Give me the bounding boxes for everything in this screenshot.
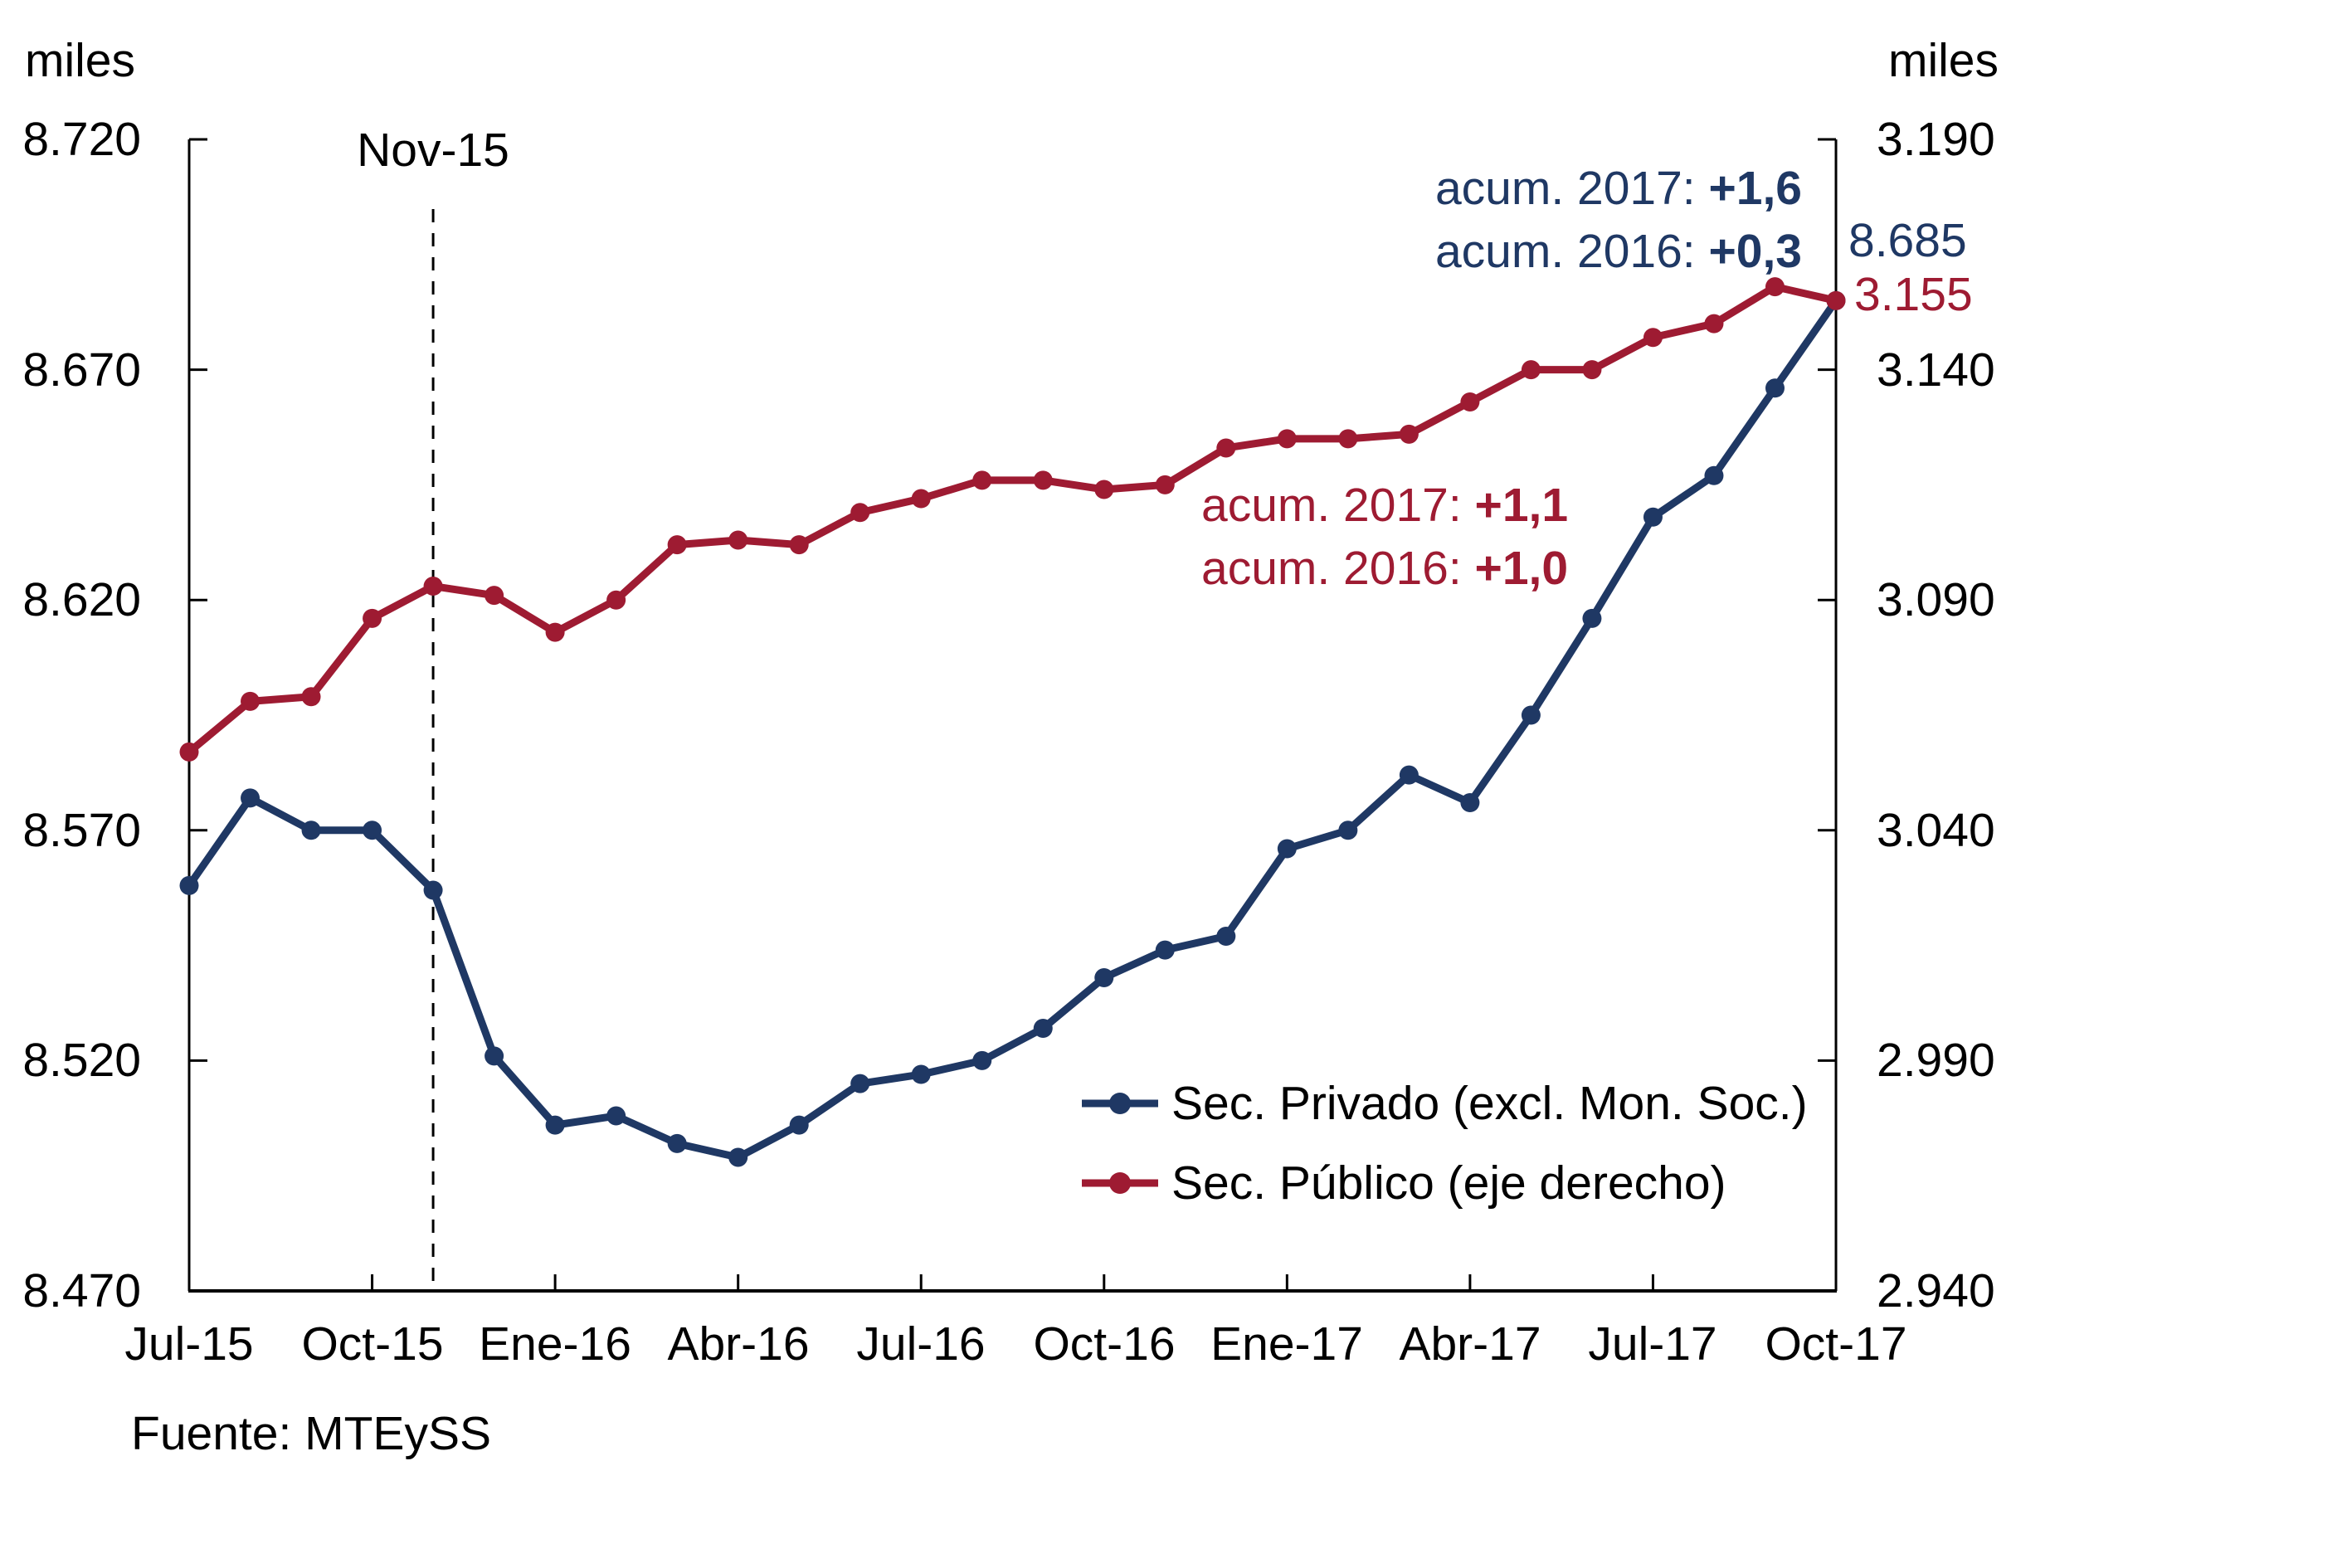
right-axis-tick-label: 3.090 xyxy=(1877,573,1995,626)
data-point-0 xyxy=(1155,940,1175,960)
x-axis-tick-label: Ene-16 xyxy=(479,1317,631,1371)
x-axis-tick-label: Oct-15 xyxy=(301,1317,444,1371)
left-axis-tick-label: 8.620 xyxy=(22,573,141,626)
data-point-0 xyxy=(1094,967,1114,987)
data-point-0 xyxy=(1033,1019,1053,1039)
right-axis-tick-label: 2.940 xyxy=(1877,1264,1995,1317)
data-point-0 xyxy=(1460,792,1480,812)
data-point-0 xyxy=(789,1115,809,1135)
data-point-0 xyxy=(728,1147,748,1167)
data-point-1 xyxy=(1155,475,1175,494)
source-note: Fuente: MTEySS xyxy=(131,1407,491,1460)
data-point-1 xyxy=(911,489,931,509)
data-point-0 xyxy=(911,1064,931,1084)
data-point-0 xyxy=(1277,839,1297,859)
data-point-0 xyxy=(1582,608,1602,628)
data-point-0 xyxy=(179,875,199,895)
right-axis-tick-label: 2.990 xyxy=(1877,1034,1995,1087)
x-axis-tick-label: Jul-16 xyxy=(856,1317,986,1371)
legend-label-privado: Sec. Privado (excl. Mon. Soc.) xyxy=(1171,1077,1808,1130)
x-axis-tick-label: Oct-16 xyxy=(1033,1317,1176,1371)
reference-line-label: Nov-15 xyxy=(357,124,509,177)
data-point-0 xyxy=(1338,821,1358,840)
annotation-publico: acum. 2017: +1,1 acum. 2016: +1,0 xyxy=(1201,474,1568,600)
data-point-1 xyxy=(1399,424,1419,444)
annotation-privado: acum. 2017: +1,6 acum. 2016: +0,3 xyxy=(1435,157,1802,283)
data-point-1 xyxy=(1277,429,1297,449)
left-axis-tick-label: 8.470 xyxy=(22,1264,141,1317)
series-line-0 xyxy=(185,296,1840,1161)
data-point-1 xyxy=(667,535,687,555)
data-point-0 xyxy=(301,821,321,840)
data-point-0 xyxy=(363,821,382,840)
data-point-1 xyxy=(1582,360,1602,380)
data-point-1 xyxy=(972,470,992,490)
series-line-1 xyxy=(185,283,1840,756)
data-point-1 xyxy=(789,535,809,555)
privado-legend-marker-icon xyxy=(1082,1093,1158,1114)
annotation-privado-line1: acum. 2017: +1,6 xyxy=(1434,162,1802,215)
right-axis-tick-label: 3.040 xyxy=(1877,804,1995,857)
data-point-1 xyxy=(1216,438,1236,458)
right-axis-unit: miles xyxy=(1888,34,1999,87)
data-point-0 xyxy=(606,1106,626,1126)
right-axis-tick-label: 3.190 xyxy=(1877,113,1995,166)
data-point-1 xyxy=(1521,360,1541,380)
data-point-1 xyxy=(179,742,199,762)
annotation-privado-line2: acum. 2016: +0,3 xyxy=(1434,225,1802,278)
data-point-0 xyxy=(1399,765,1419,785)
data-point-0 xyxy=(1643,507,1663,527)
data-point-1 xyxy=(1826,290,1846,310)
x-axis-tick-label: Abr-16 xyxy=(667,1317,810,1371)
data-point-1 xyxy=(1460,392,1480,411)
data-point-1 xyxy=(485,586,504,606)
data-point-1 xyxy=(545,622,565,642)
right-axis-tick-label: 3.140 xyxy=(1877,343,1995,397)
data-point-1 xyxy=(1338,429,1358,449)
left-axis-unit: miles xyxy=(25,34,136,87)
data-point-0 xyxy=(423,880,443,900)
data-point-1 xyxy=(423,577,443,597)
data-point-1 xyxy=(1765,277,1785,297)
data-point-0 xyxy=(485,1046,504,1066)
privado-last-value-label: 8.685 xyxy=(1848,214,1967,267)
data-point-1 xyxy=(728,530,748,550)
left-axis-tick-label: 8.720 xyxy=(22,113,141,166)
publico-legend-marker-icon xyxy=(1082,1172,1158,1194)
data-point-0 xyxy=(1765,378,1785,398)
data-point-1 xyxy=(1704,314,1724,334)
left-axis-tick-label: 8.520 xyxy=(22,1034,141,1087)
x-axis-tick-label: Jul-15 xyxy=(124,1317,254,1371)
data-point-1 xyxy=(241,691,261,711)
annotation-publico-line1: acum. 2017: +1,1 xyxy=(1201,479,1569,532)
annotation-publico-line2: acum. 2016: +1,0 xyxy=(1201,542,1569,595)
data-point-1 xyxy=(301,687,321,707)
data-point-0 xyxy=(241,788,261,808)
data-point-1 xyxy=(1643,328,1663,348)
x-axis-tick-label: Abr-17 xyxy=(1399,1317,1541,1371)
data-point-0 xyxy=(545,1115,565,1135)
data-point-1 xyxy=(606,590,626,610)
left-axis-tick-label: 8.570 xyxy=(22,804,141,857)
data-point-1 xyxy=(850,503,870,523)
data-point-0 xyxy=(850,1074,870,1093)
data-point-0 xyxy=(1704,465,1724,485)
legend-item-publico: Sec. Público (eje derecho) xyxy=(1080,1156,1726,1210)
data-point-0 xyxy=(972,1050,992,1070)
data-point-1 xyxy=(1094,480,1114,499)
left-axis-tick-label: 8.670 xyxy=(22,343,141,397)
data-point-0 xyxy=(667,1133,687,1153)
data-point-0 xyxy=(1521,705,1541,725)
x-axis-tick-label: Ene-17 xyxy=(1210,1317,1363,1371)
x-axis-tick-label: Jul-17 xyxy=(1588,1317,1717,1371)
data-point-0 xyxy=(1216,926,1236,946)
data-point-1 xyxy=(363,608,382,628)
legend-item-privado: Sec. Privado (excl. Mon. Soc.) xyxy=(1080,1076,1808,1131)
legend-label-publico: Sec. Público (eje derecho) xyxy=(1171,1157,1726,1210)
x-axis-tick-label: Oct-17 xyxy=(1765,1317,1907,1371)
publico-last-value-label: 3.155 xyxy=(1854,268,1973,321)
data-point-1 xyxy=(1033,470,1053,490)
